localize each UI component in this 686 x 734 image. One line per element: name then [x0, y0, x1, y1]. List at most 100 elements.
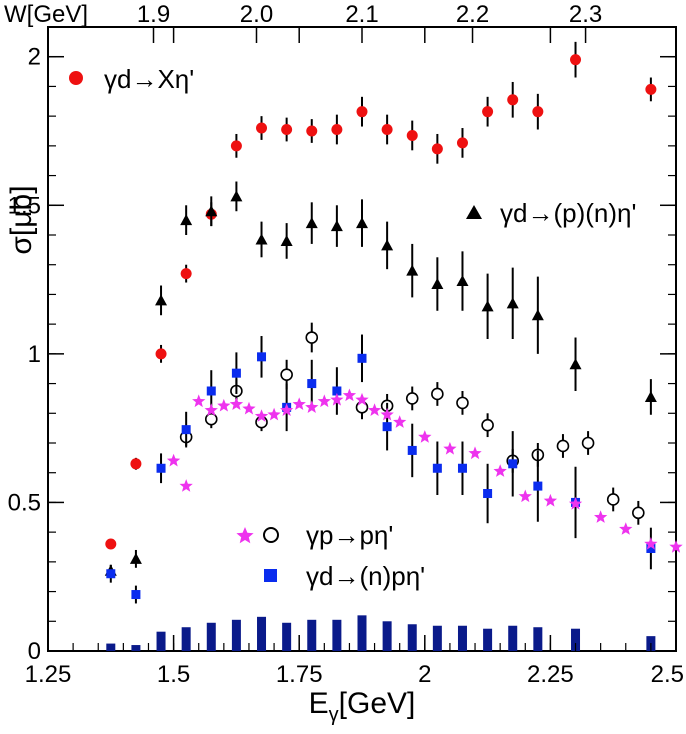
- data-point-free-proton-star: [367, 403, 382, 416]
- top-tick-label: 1.9: [137, 1, 170, 28]
- data-point-free-proton-star: [292, 397, 306, 410]
- data-point-free-proton-star: [644, 537, 658, 550]
- top-tick-label: 2.0: [240, 1, 273, 28]
- data-point-free-proton-star: [594, 510, 608, 523]
- legend-inclusive: γd→Xη': [69, 64, 194, 94]
- x-axis-title-sub: γ: [329, 704, 339, 726]
- data-point-free-proton: [355, 401, 369, 414]
- data-point-free-proton-star: [192, 394, 206, 408]
- data-point-quasifree-sum: [506, 297, 519, 309]
- data-point-free-proton-star: [330, 392, 344, 406]
- legend-quasifree-proton: γd→(n)pη': [264, 561, 425, 591]
- data-point-inclusive: [431, 143, 443, 155]
- data-point-free-proton-star: [254, 409, 269, 422]
- legend-quasifree-sum: γd→(p)(n)η': [466, 198, 636, 228]
- data-point-free-proton: [632, 506, 645, 520]
- data-point-free-proton-star: [317, 394, 331, 408]
- data-point-inclusive: [256, 122, 268, 134]
- data-point-inclusive: [356, 106, 368, 118]
- data-point-free-proton: [606, 493, 620, 506]
- data-point-free-proton-star: [568, 496, 583, 510]
- histogram-bar: [307, 619, 317, 651]
- data-point-inclusive: [456, 137, 468, 149]
- data-point-quasifree-sum: [230, 190, 243, 202]
- histogram-bar: [231, 619, 241, 651]
- data-point-quasifree-sum: [356, 217, 368, 229]
- histogram-bar: [156, 631, 166, 651]
- histogram-bars: [106, 615, 656, 651]
- data-point-quasifree-sum: [205, 205, 218, 217]
- data-point-quasifree-sum: [381, 239, 394, 251]
- data-point-free-proton-star: [669, 540, 683, 553]
- data-point-quasifree-sum: [129, 552, 142, 564]
- data-point-quasifree-proton: [257, 352, 267, 362]
- data-point-quasifree-proton: [206, 386, 216, 396]
- histogram-bar: [508, 625, 518, 651]
- x-tick-label: 2.5: [651, 661, 684, 688]
- data-point-free-proton-star: [393, 415, 407, 428]
- data-point-quasifree-proton: [483, 489, 493, 499]
- histogram-bar: [257, 616, 267, 651]
- data-point-free-proton-star: [355, 392, 369, 406]
- data-point-inclusive: [130, 458, 142, 470]
- data-point-inclusive: [381, 124, 393, 136]
- data-point-inclusive: [180, 268, 192, 280]
- data-point-free-proton-star: [267, 407, 281, 421]
- data-point-inclusive: [281, 124, 293, 136]
- data-point-quasifree-sum: [255, 233, 268, 245]
- data-point-inclusive: [331, 124, 343, 136]
- histogram-bar: [457, 625, 467, 651]
- histogram-bar: [533, 627, 543, 651]
- data-point-quasifree-proton: [231, 368, 241, 378]
- data-point-quasifree-proton: [357, 353, 367, 363]
- y-tick-label: 2: [28, 44, 41, 71]
- y-tick-label: 0: [28, 638, 41, 665]
- data-point-free-proton: [431, 387, 444, 401]
- data-point-quasifree-proton: [457, 463, 467, 473]
- data-point-inclusive: [482, 106, 494, 118]
- data-point-quasifree-sum: [406, 264, 419, 276]
- data-point-free-proton-star: [229, 397, 244, 410]
- histogram-bar: [206, 622, 216, 651]
- data-point-free-proton-star: [242, 401, 256, 415]
- data-point-free-proton: [204, 412, 218, 426]
- data-point-quasifree-proton: [181, 425, 191, 435]
- legend-label-quasifree-proton: γd→(n)pη': [306, 561, 425, 591]
- data-point-quasifree-proton: [156, 463, 166, 473]
- data-point-quasifree-proton: [508, 459, 518, 469]
- data-point-free-proton-star: [380, 407, 394, 421]
- data-point-free-proton: [556, 439, 570, 453]
- legend-marker-open-circle: [263, 527, 279, 543]
- data-point-free-proton: [305, 331, 319, 344]
- data-point-free-proton: [456, 396, 469, 410]
- data-point-inclusive: [306, 125, 318, 137]
- legend-label-quasifree-sum: γd→(p)(n)η': [500, 198, 636, 228]
- data-point-free-proton: [581, 436, 595, 450]
- data-point-quasifree-proton: [131, 590, 141, 600]
- legend-marker-blue-square: [264, 569, 277, 582]
- data-point-quasifree-sum: [155, 294, 168, 306]
- axes: 1.25 1.5 1.75 2 2.25 2.5 1.9 2.0 2.1 2.2 2.3 0 0.5 1 1…: [8, 1, 684, 688]
- data-point-inclusive: [230, 140, 242, 152]
- x-axis-title-unit: [GeV]: [339, 687, 416, 720]
- data-point-inclusive: [570, 54, 582, 66]
- x-tick-label: 1.25: [25, 661, 72, 688]
- data-point-quasifree-proton: [646, 543, 656, 553]
- data-point-free-proton-star: [468, 446, 482, 460]
- histogram-bar: [282, 622, 292, 651]
- data-point-free-proton: [481, 418, 494, 432]
- histogram-bar: [483, 628, 493, 651]
- legend-marker-magenta-star: [236, 527, 254, 544]
- y-axis-title: σ[μb]: [5, 185, 38, 254]
- top-tick-label: 2.2: [456, 1, 489, 28]
- data-point-free-proton-star: [543, 493, 558, 507]
- y-tick-label: 0.5: [8, 489, 41, 516]
- y-tick-label: 1: [28, 341, 41, 368]
- data-point-quasifree-sum: [481, 300, 494, 312]
- data-point-inclusive: [406, 129, 418, 141]
- data-point-quasifree-sum: [569, 358, 582, 370]
- data-point-quasifree-proton: [407, 445, 417, 455]
- x-tick-label: 1.75: [276, 661, 323, 688]
- data-point-quasifree-sum: [180, 214, 193, 226]
- histogram-bar: [407, 624, 417, 651]
